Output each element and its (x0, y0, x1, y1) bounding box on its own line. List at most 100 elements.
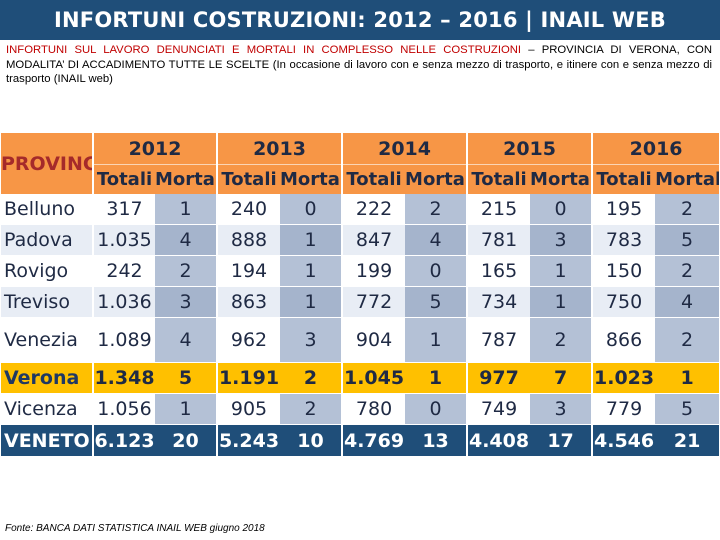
totali-cell: 904 (341, 317, 406, 363)
mortali-cell: 0 (405, 255, 468, 287)
totali-cell: 1.023 (591, 362, 656, 394)
totali-cell: 317 (92, 194, 155, 225)
year-header-2015: 2015 (466, 133, 593, 165)
totali-cell: 6.123 (92, 424, 155, 456)
totali-cell: 787 (466, 317, 531, 363)
totali-cell: 1.045 (341, 362, 406, 394)
totali-header: Totali (591, 164, 656, 194)
totali-cell: 1.191 (216, 362, 281, 394)
mortali-cell: 0 (405, 393, 468, 425)
province-header: PROVINCIA (1, 133, 93, 194)
mortali-cell: 13 (405, 424, 468, 456)
mortali-cell: 1 (280, 224, 343, 256)
totali-cell: 165 (466, 255, 531, 287)
subtitle-black-text: – PROVINCIA DI VERONA, CON MODALITA’ DI … (6, 44, 712, 85)
table-row-veneto-total: VENETO 6.123 20 5.243 10 4.769 13 4.408 … (1, 424, 720, 456)
totali-cell: 750 (591, 286, 656, 318)
totali-cell: 863 (216, 286, 281, 318)
year-header-2013: 2013 (216, 133, 343, 165)
totali-cell: 888 (216, 224, 281, 256)
province-cell: Vicenza (1, 393, 93, 425)
mortali-cell: 17 (530, 424, 593, 456)
totali-cell: 779 (591, 393, 656, 425)
table-row-verona: Verona 1.348 5 1.191 2 1.045 1 977 7 1.0… (1, 362, 720, 394)
mortali-cell: 3 (530, 393, 593, 425)
mortali-cell: 3 (530, 224, 593, 256)
mortali-cell: 0 (530, 194, 593, 225)
totali-header: Totali (92, 164, 155, 194)
subtitle-red-text: INFORTUNI SUL LAVORO DENUNCIATI E MORTAL… (6, 44, 522, 56)
mortali-header: Mortali (155, 164, 218, 194)
totali-cell: 5.243 (216, 424, 281, 456)
mortali-cell: 1 (655, 362, 720, 394)
province-cell: Venezia (1, 317, 93, 363)
mortali-cell: 2 (280, 362, 343, 394)
province-cell: Treviso (1, 286, 93, 318)
totali-cell: 150 (591, 255, 656, 287)
mortali-header: Mortali (655, 164, 720, 194)
mortali-cell: 5 (405, 286, 468, 318)
totali-cell: 195 (591, 194, 656, 225)
totali-cell: 977 (466, 362, 531, 394)
totali-cell: 1.348 (92, 362, 155, 394)
source-note: Fonte: BANCA DATI STATISTICA INAIL WEB g… (5, 523, 265, 534)
mortali-cell: 2 (405, 194, 468, 225)
year-header-2012: 2012 (91, 133, 218, 165)
totali-cell: 1.089 (92, 317, 155, 363)
totali-cell: 4.546 (591, 424, 656, 456)
mortali-header: Mortali (405, 164, 468, 194)
totali-cell: 4.408 (466, 424, 531, 456)
mortali-cell: 3 (155, 286, 218, 318)
province-cell: Verona (1, 362, 93, 394)
totali-cell: 783 (591, 224, 656, 256)
mortali-cell: 10 (280, 424, 343, 456)
mortali-header: Mortali (530, 164, 593, 194)
year-header-row: PROVINCIA 2012 2013 2014 2015 2016 (1, 133, 720, 194)
mortali-cell: 1 (405, 317, 468, 363)
mortali-cell: 1 (530, 286, 593, 318)
mortali-cell: 21 (655, 424, 720, 456)
mortali-cell: 1 (155, 393, 218, 425)
mortali-cell: 7 (530, 362, 593, 394)
totali-cell: 749 (466, 393, 531, 425)
sub-header-row: Totali Mortali Totali Mortali Totali Mor… (1, 164, 720, 194)
mortali-cell: 2 (155, 255, 218, 287)
totali-cell: 215 (466, 194, 531, 225)
totali-cell: 780 (341, 393, 406, 425)
totali-cell: 1.035 (92, 224, 155, 256)
mortali-cell: 4 (405, 224, 468, 256)
totali-cell: 866 (591, 317, 656, 363)
province-cell: Padova (1, 224, 93, 256)
totali-cell: 1.056 (92, 393, 155, 425)
mortali-cell: 1 (280, 255, 343, 287)
table-row-venezia: Venezia 1.089 4 962 3 904 1 787 2 866 2 (1, 317, 720, 363)
mortali-cell: 2 (280, 393, 343, 425)
mortali-cell: 4 (155, 317, 218, 363)
totali-cell: 242 (92, 255, 155, 287)
table-row-padova: Padova 1.035 4 888 1 847 4 781 3 783 5 (1, 224, 720, 256)
mortali-cell: 5 (655, 393, 720, 425)
mortali-cell: 2 (655, 317, 720, 363)
mortali-cell: 3 (280, 317, 343, 363)
mortali-cell: 1 (530, 255, 593, 287)
mortali-cell: 2 (655, 194, 720, 225)
mortali-cell: 2 (530, 317, 593, 363)
mortali-cell: 1 (280, 286, 343, 318)
mortali-cell: 0 (280, 194, 343, 225)
table-row-vicenza: Vicenza 1.056 1 905 2 780 0 749 3 779 5 (1, 393, 720, 425)
province-cell: Rovigo (1, 255, 93, 287)
table-row-rovigo: Rovigo 242 2 194 1 199 0 165 1 150 2 (1, 255, 720, 287)
totali-cell: 194 (216, 255, 281, 287)
totali-cell: 1.036 (92, 286, 155, 318)
totali-header: Totali (341, 164, 406, 194)
slide-title: INFORTUNI COSTRUZIONI: 2012 – 2016 | INA… (0, 0, 720, 40)
mortali-cell: 4 (655, 286, 720, 318)
totali-cell: 734 (466, 286, 531, 318)
totali-cell: 781 (466, 224, 531, 256)
totali-cell: 199 (341, 255, 406, 287)
province-cell: Belluno (1, 194, 93, 225)
mortali-cell: 5 (655, 224, 720, 256)
totali-cell: 847 (341, 224, 406, 256)
slide-subtitle: INFORTUNI SUL LAVORO DENUNCIATI E MORTAL… (6, 43, 712, 87)
table-row-belluno: Belluno 317 1 240 0 222 2 215 0 195 2 (1, 194, 720, 225)
